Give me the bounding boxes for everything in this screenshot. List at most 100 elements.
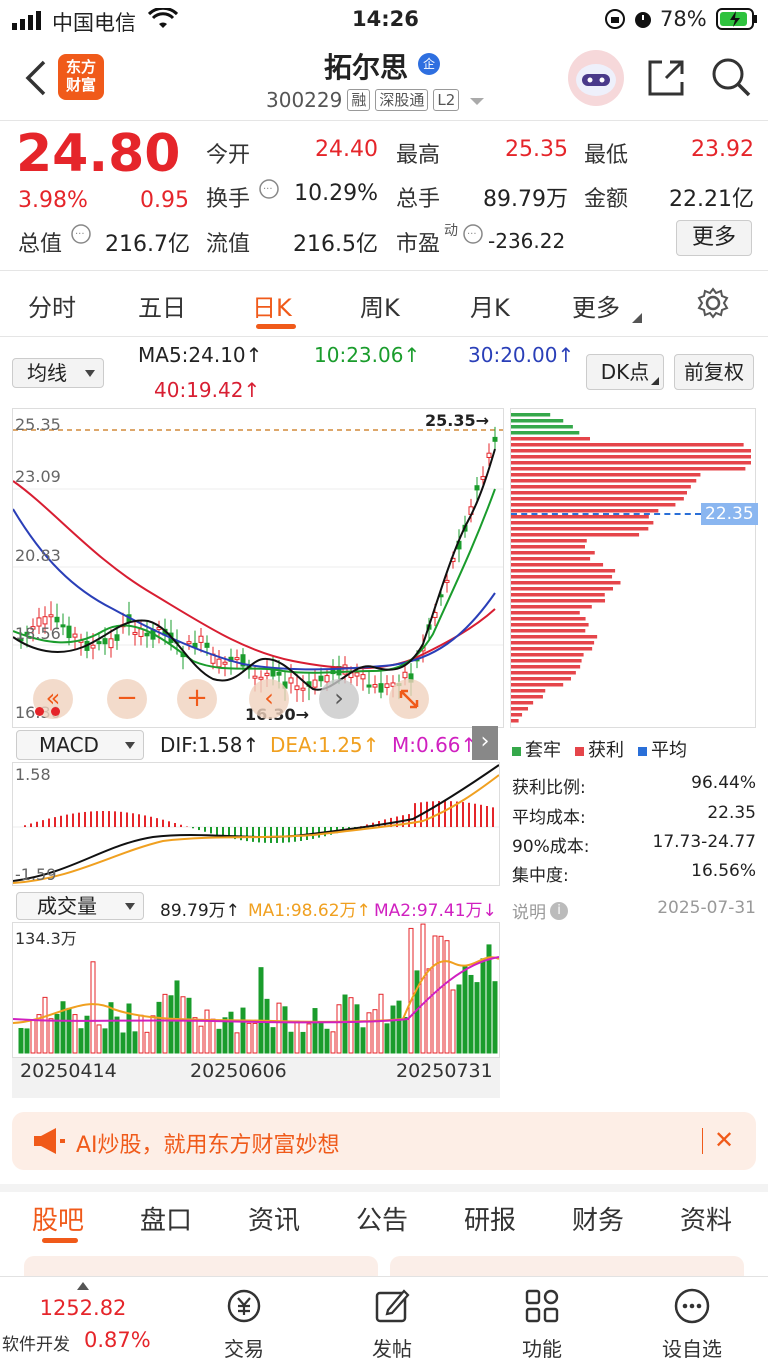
chip-bar: [511, 419, 564, 423]
tab-weekly-k[interactable]: 周K: [360, 294, 400, 322]
volume-value: 89.79万↑: [160, 901, 240, 921]
volume-bar: [126, 1003, 132, 1054]
dock-add-watchlist[interactable]: 设自选: [644, 1286, 740, 1362]
macd-m: M:0.66↑: [392, 733, 478, 757]
indicator-select[interactable]: 均线: [12, 358, 104, 388]
tab-announcements[interactable]: 公告: [356, 1206, 409, 1236]
tab-forum[interactable]: 股吧: [32, 1206, 85, 1236]
volume-bar: [306, 1023, 312, 1054]
tag-margin: 融: [347, 89, 371, 111]
vol-ma1-line: [12, 956, 500, 1024]
chart-settings-button[interactable]: [696, 286, 730, 324]
chip-bar: [511, 521, 654, 525]
volume-ma1: MA1:98.62万↑: [248, 901, 371, 921]
label-high: 最高: [396, 143, 441, 168]
more-quote-button[interactable]: 更多: [676, 220, 752, 256]
chip-bar: [511, 641, 595, 645]
dock-trade[interactable]: 交易: [196, 1286, 292, 1362]
volume-bar: [462, 966, 468, 1054]
candle: [72, 626, 78, 650]
info-icon: i: [550, 901, 568, 920]
stock-code-row: 300229 融 深股通 L2: [266, 88, 485, 112]
tab-news[interactable]: 资讯: [248, 1206, 301, 1236]
info-icon[interactable]: ···: [258, 178, 280, 204]
candle: [300, 675, 306, 702]
label-total-cap: 总值: [18, 232, 63, 257]
caret-down-icon[interactable]: [470, 91, 485, 110]
volume-bar: [216, 1028, 222, 1054]
value-low: 23.92: [691, 137, 754, 162]
scroll-right-button[interactable]: ›: [319, 679, 359, 719]
tab-five-day[interactable]: 五日: [138, 294, 186, 322]
scroll-left-button[interactable]: ‹: [249, 679, 289, 719]
assistant-avatar[interactable]: [568, 50, 624, 106]
chip-bar: [511, 515, 649, 519]
zoom-out-button[interactable]: −: [107, 679, 147, 719]
tab-intraday[interactable]: 分时: [28, 294, 76, 322]
chip-bar: [511, 545, 585, 549]
share-button[interactable]: [646, 58, 686, 102]
fullscreen-button[interactable]: [389, 679, 429, 719]
candle: [36, 607, 42, 634]
volume-bar: [402, 1016, 408, 1054]
info-icon[interactable]: ···: [70, 223, 92, 249]
tab-daily-k[interactable]: 日K: [252, 294, 292, 322]
chip-bar: [511, 605, 592, 609]
search-button[interactable]: [710, 56, 752, 102]
dock-post[interactable]: 发帖: [344, 1286, 440, 1362]
grid-icon: [525, 1289, 559, 1323]
candle: [132, 620, 138, 646]
dock-functions[interactable]: 功能: [494, 1286, 590, 1362]
volume-bar: [408, 927, 414, 1054]
chip-bar: [511, 611, 580, 615]
chip-bar: [511, 707, 529, 711]
price-adjust-button[interactable]: 前复权: [674, 354, 754, 390]
chip-bar: [511, 527, 649, 531]
macd-panel[interactable]: 1.58 -1.59: [12, 762, 500, 886]
back-button[interactable]: [22, 58, 48, 102]
tab-profile[interactable]: 资料: [680, 1206, 733, 1236]
ma30-label: 30:20.00↑: [468, 343, 575, 367]
clock-time: 14:26: [352, 7, 419, 31]
candle: [114, 625, 120, 650]
macd-select[interactable]: MACD: [16, 730, 144, 760]
volume-bar: [366, 1012, 372, 1054]
triangle-icon: [651, 377, 659, 385]
volume-bar: [168, 995, 174, 1054]
tab-orderbook[interactable]: 盘口: [140, 1206, 193, 1236]
ma5-line: [13, 448, 496, 691]
chevron-left-icon: [25, 60, 46, 96]
candle: [372, 675, 378, 694]
ad-banner[interactable]: AI炒股，就用东方财富妙想 ✕: [12, 1112, 756, 1170]
label-low: 最低: [584, 143, 629, 168]
chip-bar: [511, 455, 751, 459]
chip-bar: [511, 701, 534, 705]
y-tick-2: 23.09: [15, 467, 61, 486]
volume-panel[interactable]: 134.3万: [12, 922, 500, 1058]
tab-monthly-k[interactable]: 月K: [470, 294, 510, 322]
chip-date: 2025-07-31: [657, 898, 756, 918]
volume-bar: [444, 940, 450, 1054]
ad-divider: [702, 1128, 703, 1154]
tab-financials[interactable]: 财务: [572, 1206, 625, 1236]
zoom-in-button[interactable]: +: [177, 679, 217, 719]
average-cost-badge: 22.35: [701, 503, 758, 525]
info-icon[interactable]: ···: [462, 223, 484, 249]
close-icon[interactable]: ✕: [714, 1126, 735, 1154]
volume-bar: [312, 1008, 318, 1054]
dk-point-button[interactable]: DK点: [586, 354, 664, 390]
candle: [492, 426, 498, 450]
kline-panel[interactable]: 25.35 23.09 20.83 18.56 16.30 25.35→ 16.…: [12, 408, 504, 728]
chip-bar: [511, 599, 606, 603]
volume-select[interactable]: 成交量: [16, 892, 144, 920]
tab-more[interactable]: 更多: [572, 294, 620, 322]
chip-explain-link[interactable]: 说明 i: [512, 898, 568, 923]
sector-index[interactable]: 1252.82 软件开发 0.87%: [0, 1278, 166, 1364]
chip-stat-90-label: 90%成本:: [512, 837, 590, 857]
volume-bar: [114, 1016, 120, 1054]
sector-index-pct: 0.87%: [84, 1328, 151, 1352]
chip-distribution-panel: 22.35: [510, 408, 758, 728]
macd-expand-button[interactable]: ›: [472, 726, 498, 760]
caret-down-icon: [125, 903, 135, 910]
tab-research[interactable]: 研报: [464, 1206, 517, 1236]
